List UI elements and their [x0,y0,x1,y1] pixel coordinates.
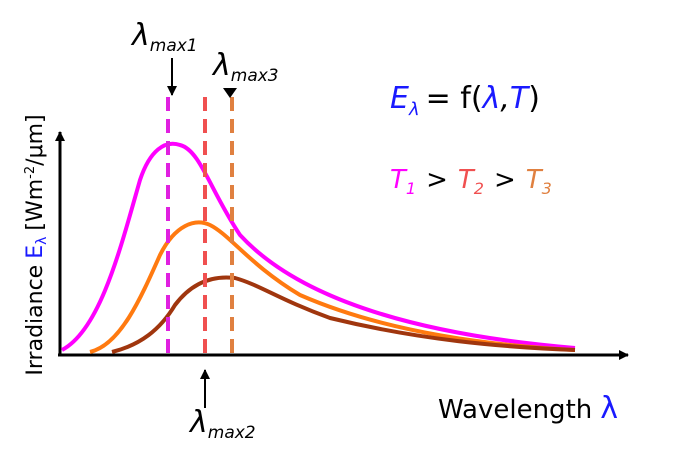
x-axis-label: Wavelength λ [438,391,618,426]
curve-t2 [89,220,576,354]
text-part: max3 [231,66,279,86]
curve-t3 [111,275,576,354]
text-part: λ [188,405,208,440]
text-part: 1 [406,179,416,198]
text-part: E [23,245,48,259]
text-part: > [426,165,448,195]
text-part: Irradiance [23,265,48,376]
text-part: λ [481,81,501,116]
text-part: 3 [542,179,552,198]
text-part: λ [34,237,50,245]
text-part: > [494,165,516,195]
text-part: ) [528,81,540,116]
text-part: Wavelength [438,395,592,425]
temperature-order: T1 > T2 > T3 [390,165,552,198]
lambda-max1: λmax1 [130,18,198,56]
curve-t1 [61,141,576,352]
text-part: [Wm [23,179,48,231]
arrow-3 [223,88,237,98]
text-part: = f( [426,81,483,116]
lambda-max2: λmax2 [188,405,256,443]
equation: Eλ = f(λ,T) [390,81,540,120]
text-part: λ [408,99,420,120]
text-part: E [390,81,409,116]
text-part: /μm] [23,114,48,165]
text-part: -2 [23,166,38,179]
text-part: λ [211,48,231,83]
lambda-max3: λmax3 [211,48,279,86]
text-part: , [500,81,510,116]
text-part: T [510,81,531,116]
text-part: max1 [150,36,198,56]
text-part: λ [130,18,150,53]
text-part: T [526,165,544,195]
text-part: T [390,165,408,195]
text-part: T [458,165,476,195]
text-part: 2 [474,179,484,198]
text-part: max2 [208,423,256,443]
text-part: λ [600,391,618,426]
y-axis-label: Irradiance Eλ [Wm-2/μm] [23,114,50,375]
